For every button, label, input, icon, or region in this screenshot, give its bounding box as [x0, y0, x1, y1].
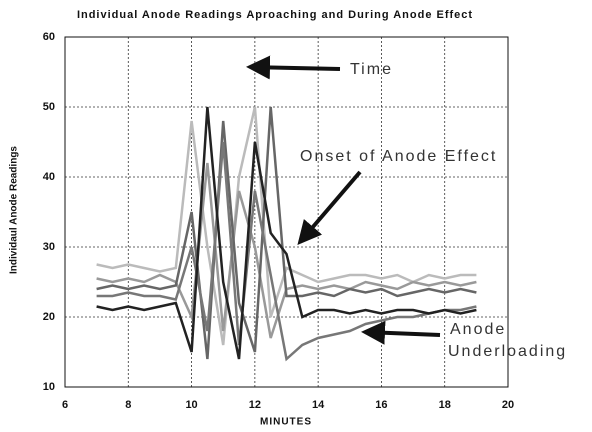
x-tick-label: 16 [375, 399, 387, 411]
annotation: Anode [450, 321, 506, 338]
annotation-arrow [297, 170, 362, 246]
y-tick-label: 40 [43, 171, 55, 183]
annotation-arrow [361, 320, 441, 345]
plot-frame [64, 36, 509, 388]
x-tick-label: 14 [312, 399, 325, 411]
series-line [96, 141, 477, 362]
annotation-arrow [246, 55, 341, 80]
x-tick-label: 12 [249, 399, 261, 411]
series-line [96, 106, 477, 360]
series-line [96, 106, 477, 360]
y-tick-label: 20 [43, 311, 55, 323]
y-tick-label: 10 [43, 381, 55, 393]
y-axis-label: Individaul Anode Readings [9, 146, 20, 274]
x-tick-label: 6 [62, 399, 68, 411]
y-tick-label: 60 [43, 31, 55, 43]
series-line [96, 106, 477, 346]
annotation: Underloading [448, 343, 567, 360]
x-tick-label: 20 [502, 399, 514, 411]
annotation: Onset of Anode Effect [300, 148, 497, 165]
annotation: Time [350, 61, 393, 78]
x-tick-label: 18 [439, 399, 451, 411]
x-tick-label: 8 [125, 399, 131, 411]
x-axis-label: MINUTES [260, 417, 312, 428]
x-tick-label: 10 [185, 399, 197, 411]
y-tick-label: 30 [43, 241, 55, 253]
chart-title: Individual Anode Readings Aproaching and… [77, 9, 473, 21]
y-tick-label: 50 [43, 101, 55, 113]
